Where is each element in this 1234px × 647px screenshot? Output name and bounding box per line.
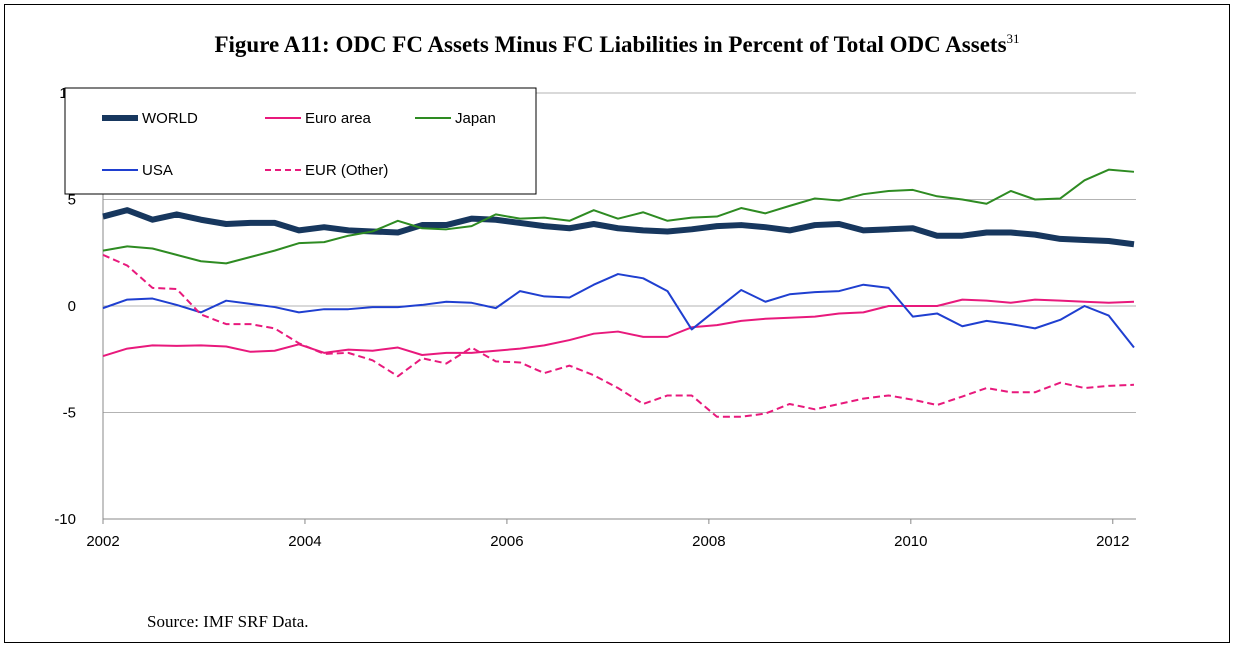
legend-box bbox=[64, 87, 537, 195]
legend-label: Euro area bbox=[305, 110, 372, 127]
x-tick-label: 2012 bbox=[1096, 533, 1129, 550]
x-tick-label: 2004 bbox=[288, 533, 321, 550]
chart-title-group: Figure A11: ODC FC Assets Minus FC Liabi… bbox=[214, 31, 1019, 57]
y-tick-label: 5 bbox=[68, 192, 76, 209]
source-note: Source: IMF SRF Data. bbox=[147, 612, 309, 631]
x-tick-label: 2002 bbox=[86, 533, 119, 550]
series-line bbox=[102, 168, 1135, 265]
y-tick-label: -5 bbox=[63, 405, 76, 422]
chart-title: Figure A11: ODC FC Assets Minus FC Liabi… bbox=[214, 32, 1006, 57]
x-tick-label: 2006 bbox=[490, 533, 523, 550]
x-tick-label: 2010 bbox=[894, 533, 927, 550]
series-line bbox=[102, 298, 1135, 358]
legend-label: Japan bbox=[455, 110, 496, 127]
series-line bbox=[102, 207, 1135, 248]
title-footnote: 31 bbox=[1007, 31, 1020, 46]
legend-label: USA bbox=[142, 162, 173, 179]
x-tick-label: 2008 bbox=[692, 533, 725, 550]
y-tick-label: 0 bbox=[68, 298, 76, 315]
series-line bbox=[102, 273, 1135, 349]
y-tick-label: -10 bbox=[54, 511, 76, 528]
legend-label: WORLD bbox=[142, 110, 198, 127]
legend: WORLD Euro area Japan USA EUR (Other) bbox=[64, 87, 537, 195]
legend-label: EUR (Other) bbox=[305, 162, 388, 179]
series-line bbox=[102, 253, 1135, 418]
